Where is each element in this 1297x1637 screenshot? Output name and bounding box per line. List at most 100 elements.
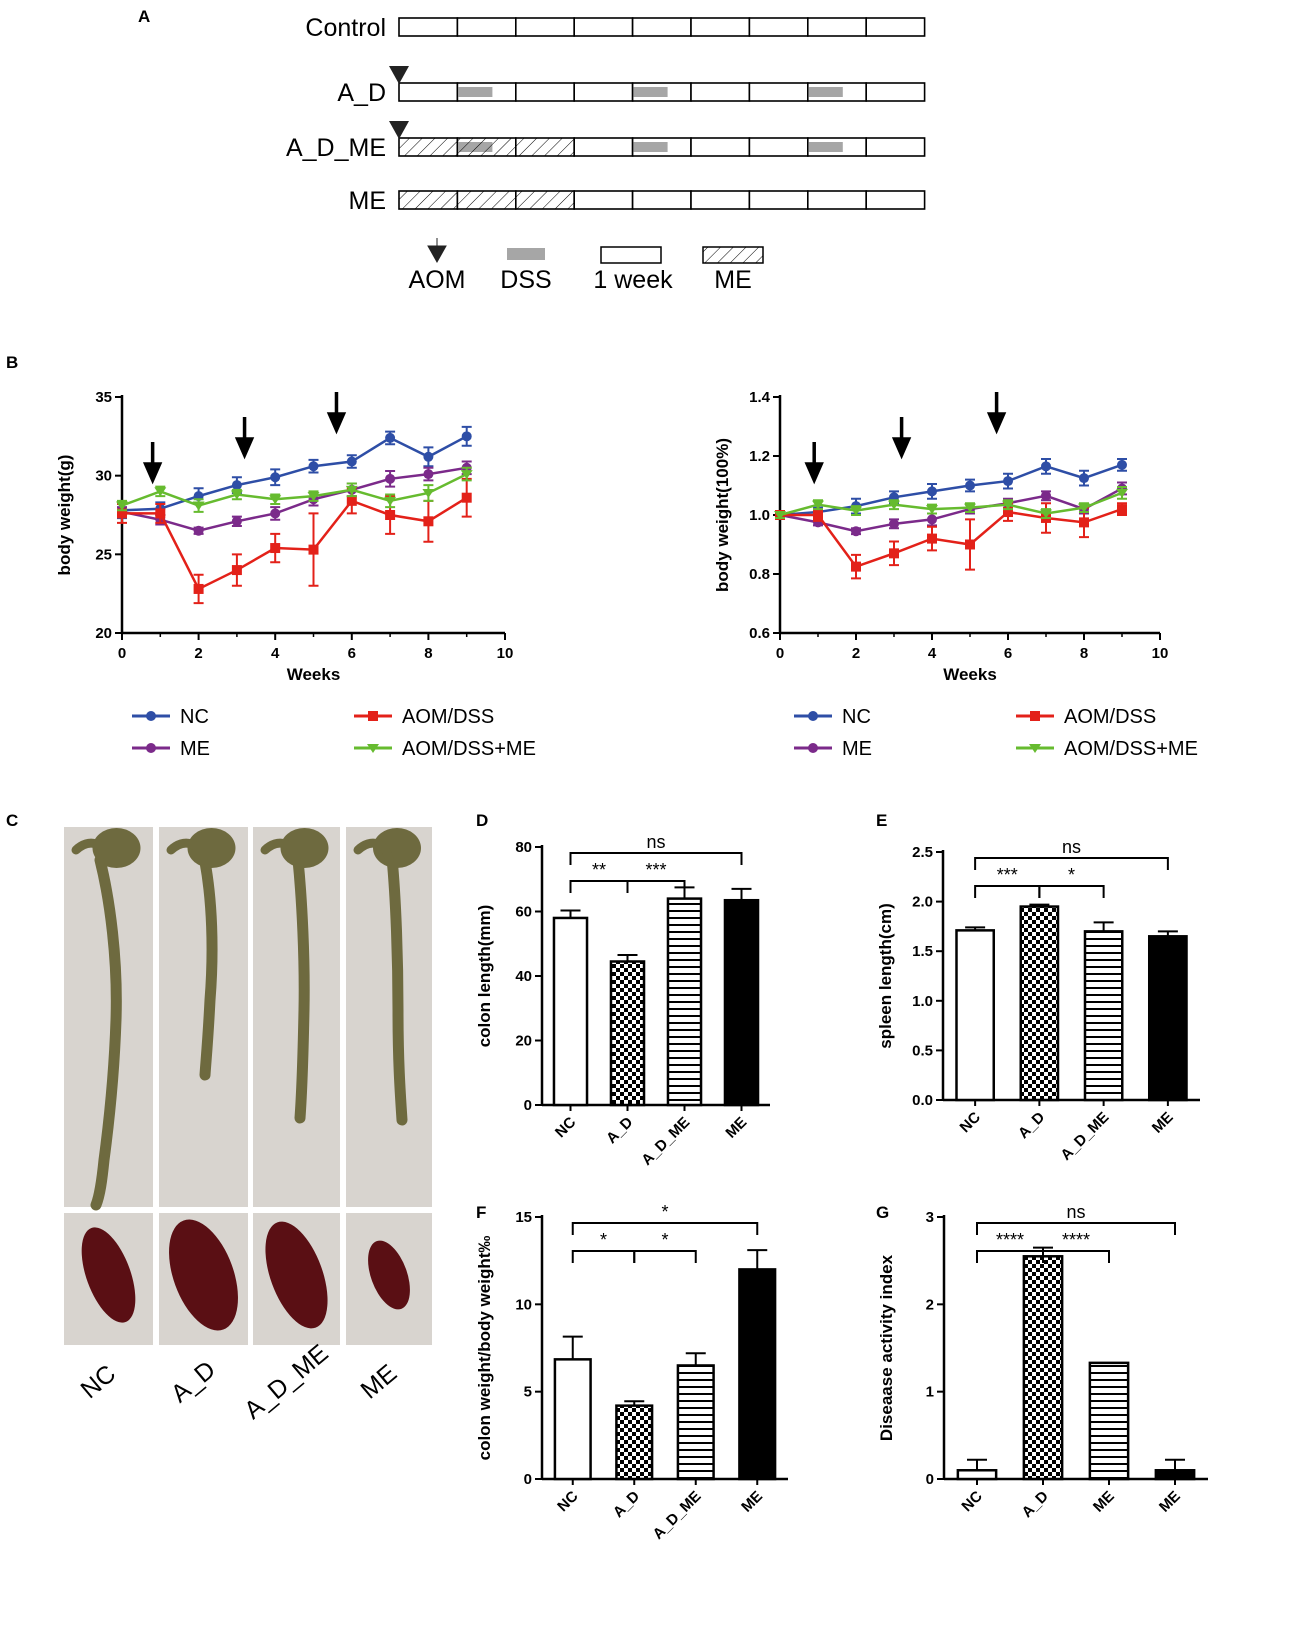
data-point [346,456,357,467]
y-tick-label: 80 [515,839,532,856]
data-point [965,480,975,491]
significance-bracket [974,885,1041,898]
significance-bracket [571,1222,759,1235]
data-point [1041,461,1051,472]
x-tick-label: A_D [1015,1109,1048,1142]
y-tick-label: 20 [515,1033,532,1050]
bar-a-d-me [1083,930,1124,1102]
chart-body-weight-pct: 0.6 0.8 1.0 1.2 1.4 0 2 4 6 8 10 Weeks body weight(1… [713,389,1168,684]
schedule-week-cell [865,137,926,157]
schedule-week-cell [514,17,575,37]
error-bar [685,1352,706,1366]
x-tick-label: ME [1090,1488,1118,1516]
data-point [230,490,243,500]
legend-label: NC [842,706,871,728]
legend-marker [808,711,818,721]
legend-aom-label: AOM [409,266,466,294]
legend-marker [1029,744,1041,753]
significance-bracket [569,852,743,865]
colon-proximal-specimen [166,838,208,865]
chart-colon-weight-ratio: 0 5 10 15 NC A_D A_D_ME ME colon weight/body wei… [475,1202,788,1543]
schedule-week-cell [514,82,575,102]
y-tick-label: 35 [95,389,112,406]
data-point [385,473,396,484]
data-point [231,480,242,491]
significance-label: *** [997,865,1018,885]
x-tick-label: ME [1156,1488,1184,1516]
legend-label: AOM/DSS [402,706,494,728]
data-point [270,508,281,519]
y-tick-label: 25 [95,546,112,563]
y-axis-title: Diseaase activity index [877,1254,896,1441]
schedule-week-cell [748,17,809,37]
legend-marker [368,711,378,721]
data-point [774,511,786,520]
y-axis-title: body weight(g) [55,455,74,576]
aom-marker-icon [427,238,447,264]
y-tick-label: 15 [515,1209,532,1226]
bar-a-d [609,960,646,1107]
x-tick-label: 2 [852,645,860,662]
x-tick-label: A_D_ME [650,1488,705,1543]
data-point [308,461,319,472]
y-tick-label: 1.2 [749,448,770,465]
schedule-row-label: ME [349,187,387,215]
legend-marker [808,743,818,753]
me-swatch [702,246,764,264]
y-tick-label: 1.0 [912,993,933,1010]
schedule-week-cell [398,190,459,210]
error-bar [560,909,581,918]
aom-arrowhead-icon [389,66,409,84]
data-point [927,533,937,544]
error-bar [562,1335,583,1360]
legend-week-label: 1 week [593,266,673,294]
spleen-specimen [265,1221,328,1329]
schedule-week-cell [865,17,926,37]
colon-photo-frame [159,827,248,1207]
data-point [231,516,242,527]
data-point [927,486,937,497]
colon-specimen [90,854,122,1211]
spleen-specimen [169,1219,238,1331]
bar-me [738,1268,777,1481]
schedule-week-cell [690,17,751,37]
dss-block [458,87,493,97]
y-axis-title: spleen length(cm) [876,903,895,1048]
data-point [385,510,396,520]
schedule-week-cell [865,190,926,210]
significance-label: * [661,1230,668,1250]
significance-bracket [626,880,686,893]
dss-arrow-icon [142,442,163,485]
data-point [385,432,396,443]
data-point [345,485,358,495]
data-point [1079,517,1089,528]
data-point [423,451,434,462]
data-point [965,539,975,550]
error-bar [965,926,986,931]
data-point [851,561,861,572]
panel-letter-e: E [876,811,887,830]
x-tick-label: 6 [1004,645,1012,662]
series-line-aom-dss-me [121,472,468,507]
data-point [192,501,205,511]
dss-swatch [507,248,545,260]
colon-proximal-specimen [353,838,394,865]
legend-label: AOM/DSS+ME [1064,738,1198,760]
error-bar [1165,1458,1185,1471]
x-tick-label: NC [957,1109,984,1136]
bar-me [723,898,760,1107]
data-point [384,496,397,506]
x-tick-label: ME [722,1114,750,1142]
colon-photo-frame [346,827,432,1207]
series-line-aom-dss [122,496,468,591]
schedule-week-cell [748,190,809,210]
y-tick-label: 5 [524,1384,532,1401]
x-tick-label: A_D_ME [1057,1109,1112,1164]
schedule-week-cell [631,17,692,37]
x-tick-label: NC [958,1488,985,1515]
colon-proximal-specimen [260,838,301,865]
schedule-row-label: A_D [337,79,386,107]
error-bar [747,1249,768,1270]
dss-block [633,142,668,152]
legend-marker [367,744,379,753]
